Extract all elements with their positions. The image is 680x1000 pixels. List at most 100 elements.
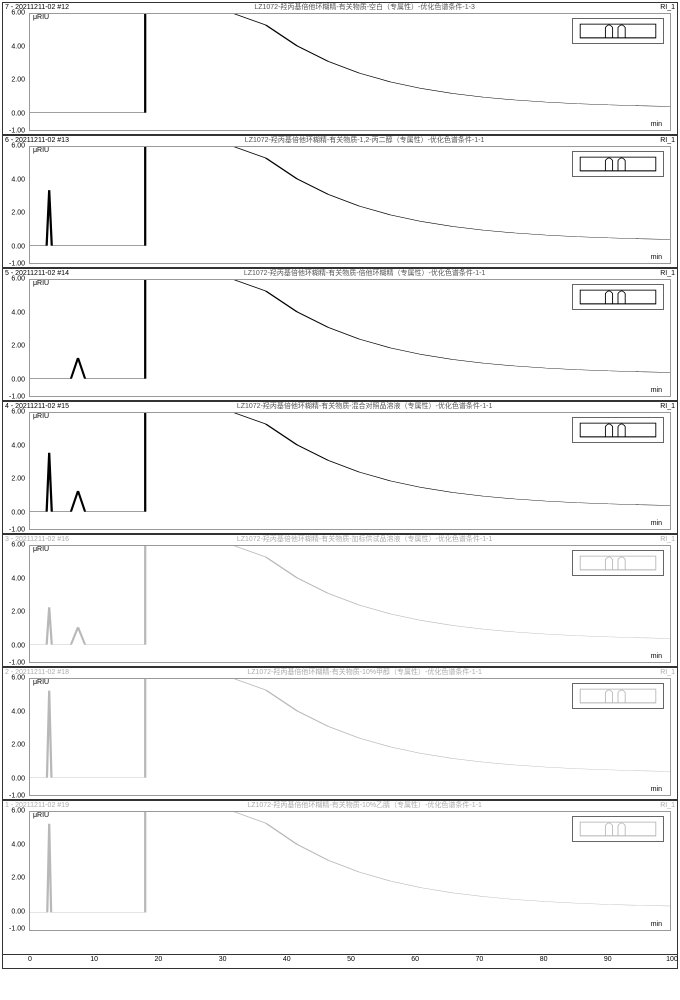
x-tick-label: 100	[666, 956, 678, 963]
inset-thumbnail	[572, 417, 664, 443]
x-tick-label: 20	[154, 956, 162, 963]
chromatogram-panel: 6 - 20211211-02 #13 LZ1072-羟丙基倍他环糊精-有关物质…	[2, 135, 678, 268]
panel-header: 3 - 20211211-02 #16 LZ1072-羟丙基倍他环糊精-有关物质…	[3, 535, 677, 545]
x-unit-label: min	[651, 121, 662, 128]
panel-header: 4 - 20211211-02 #15 LZ1072-羟丙基倍他环糊精-有关物质…	[3, 402, 677, 412]
x-unit-label: min	[651, 520, 662, 527]
detector-label: RI_1	[660, 535, 675, 545]
inset-thumbnail	[572, 816, 664, 842]
y-tick-label: 4.00	[3, 442, 25, 449]
plot-area: min	[29, 146, 671, 264]
y-tick-label: 4.00	[3, 309, 25, 316]
y-tick-label: -1.00	[3, 926, 25, 933]
panel-title: LZ1072-羟丙基倍他环糊精-有关物质-空白（专属性）-优化色谱条件-1-3	[69, 3, 660, 13]
y-tick-label: -1.00	[3, 261, 25, 268]
y-axis-ticks: -1.000.002.004.006.00	[3, 13, 27, 131]
y-tick-label: 2.00	[3, 875, 25, 882]
x-tick-label: 80	[540, 956, 548, 963]
y-tick-label: 2.00	[3, 77, 25, 84]
detector-label: RI_1	[660, 801, 675, 811]
panel-title: LZ1072-羟丙基倍他环糊精-有关物质-倍他环糊精（专属性）-优化色谱条件-1…	[69, 269, 660, 279]
plot-area: min	[29, 13, 671, 131]
y-tick-label: -1.00	[3, 660, 25, 667]
inset-thumbnail	[572, 550, 664, 576]
x-unit-label: min	[651, 387, 662, 394]
panel-header: 1 - 20211211-02 #19 LZ1072-羟丙基倍他环糊精-有关物质…	[3, 801, 677, 811]
x-axis: 0 10 20 30 40 50 60 70 80 90 100	[2, 955, 678, 969]
panel-header: 2 - 20211211-02 #18 LZ1072-羟丙基倍他环糊精-有关物质…	[3, 668, 677, 678]
inset-thumbnail	[572, 18, 664, 44]
detector-label: RI_1	[660, 269, 675, 279]
x-tick-label: 50	[347, 956, 355, 963]
y-tick-label: 2.00	[3, 609, 25, 616]
y-axis-ticks: -1.000.002.004.006.00	[3, 412, 27, 530]
y-axis-ticks: -1.000.002.004.006.00	[3, 279, 27, 397]
y-tick-label: 4.00	[3, 176, 25, 183]
y-tick-label: -1.00	[3, 128, 25, 135]
panel-title: LZ1072-羟丙基倍他环糊精-有关物质-10%甲醇（专属性）-优化色谱条件-1…	[69, 668, 660, 678]
detector-label: RI_1	[660, 668, 675, 678]
x-tick-label: 70	[475, 956, 483, 963]
chromatogram-panel: 7 - 20211211-02 #12 LZ1072-羟丙基倍他环糊精-有关物质…	[2, 2, 678, 135]
x-tick-label: 0	[28, 956, 32, 963]
y-tick-label: -1.00	[3, 394, 25, 401]
panel-title: LZ1072-羟丙基倍他环糊精-有关物质-混合对照品溶液（专属性）-优化色谱条件…	[69, 402, 660, 412]
y-tick-label: -1.00	[3, 793, 25, 800]
inset-thumbnail	[572, 151, 664, 177]
inset-thumbnail	[572, 683, 664, 709]
x-tick-label: 10	[90, 956, 98, 963]
y-tick-label: 6.00	[3, 409, 25, 416]
plot-area: min	[29, 545, 671, 663]
y-tick-label: 2.00	[3, 343, 25, 350]
panel-header: 7 - 20211211-02 #12 LZ1072-羟丙基倍他环糊精-有关物质…	[3, 3, 677, 13]
y-tick-label: 0.00	[3, 909, 25, 916]
x-unit-label: min	[651, 254, 662, 261]
y-tick-label: 0.00	[3, 776, 25, 783]
y-tick-label: 0.00	[3, 510, 25, 517]
panel-title: LZ1072-羟丙基倍他环糊精-有关物质-1,2-丙二醇（专属性）-优化色谱条件…	[69, 136, 660, 146]
y-tick-label: 6.00	[3, 10, 25, 17]
plot-area: min	[29, 678, 671, 796]
y-axis-ticks: -1.000.002.004.006.00	[3, 146, 27, 264]
y-axis-ticks: -1.000.002.004.006.00	[3, 811, 27, 929]
y-tick-label: 4.00	[3, 43, 25, 50]
y-tick-label: 2.00	[3, 742, 25, 749]
detector-label: RI_1	[660, 402, 675, 412]
panel-title: LZ1072-羟丙基倍他环糊精-有关物质-10%乙腈（专属性）-优化色谱条件-1…	[69, 801, 660, 811]
y-tick-label: 0.00	[3, 244, 25, 251]
y-tick-label: 2.00	[3, 476, 25, 483]
chromatogram-panel: 2 - 20211211-02 #18 LZ1072-羟丙基倍他环糊精-有关物质…	[2, 667, 678, 800]
detector-label: RI_1	[660, 136, 675, 146]
y-tick-label: 0.00	[3, 111, 25, 118]
x-tick-label: 30	[219, 956, 227, 963]
x-tick-label: 40	[283, 956, 291, 963]
y-tick-label: 2.00	[3, 210, 25, 217]
chromatogram-panel: 4 - 20211211-02 #15 LZ1072-羟丙基倍他环糊精-有关物质…	[2, 401, 678, 534]
chromatogram-panel: 3 - 20211211-02 #16 LZ1072-羟丙基倍他环糊精-有关物质…	[2, 534, 678, 667]
plot-area: min	[29, 279, 671, 397]
y-tick-label: 4.00	[3, 708, 25, 715]
chromatogram-panel: 1 - 20211211-02 #19 LZ1072-羟丙基倍他环糊精-有关物质…	[2, 800, 678, 955]
x-unit-label: min	[651, 653, 662, 660]
inset-thumbnail	[572, 284, 664, 310]
y-tick-label: 4.00	[3, 575, 25, 582]
y-tick-label: 4.00	[3, 841, 25, 848]
y-tick-label: 6.00	[3, 675, 25, 682]
y-tick-label: 6.00	[3, 276, 25, 283]
y-axis-ticks: -1.000.002.004.006.00	[3, 545, 27, 663]
x-tick-label: 60	[411, 956, 419, 963]
y-tick-label: 6.00	[3, 808, 25, 815]
panel-header: 6 - 20211211-02 #13 LZ1072-羟丙基倍他环糊精-有关物质…	[3, 136, 677, 146]
chromatogram-panel: 5 - 20211211-02 #14 LZ1072-羟丙基倍他环糊精-有关物质…	[2, 268, 678, 401]
plot-area: min	[29, 412, 671, 530]
y-tick-label: 6.00	[3, 542, 25, 549]
detector-label: RI_1	[660, 3, 675, 13]
x-tick-label: 90	[604, 956, 612, 963]
y-tick-label: 0.00	[3, 643, 25, 650]
y-tick-label: -1.00	[3, 527, 25, 534]
x-unit-label: min	[651, 921, 662, 928]
x-unit-label: min	[651, 786, 662, 793]
y-tick-label: 6.00	[3, 143, 25, 150]
y-axis-ticks: -1.000.002.004.006.00	[3, 678, 27, 796]
plot-area: min	[29, 811, 671, 931]
